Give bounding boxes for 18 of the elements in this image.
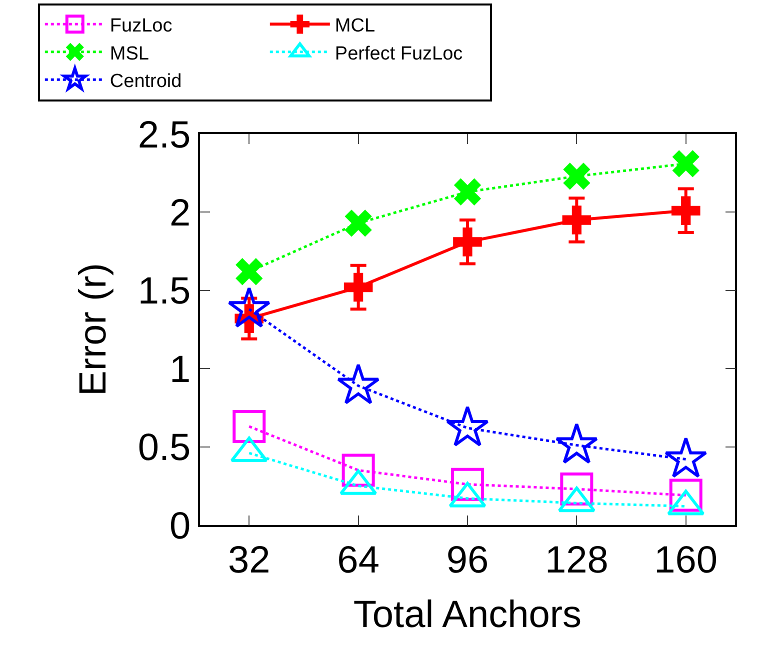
y-tick-label: 0 xyxy=(170,505,191,548)
legend-label: Perfect FuzLoc xyxy=(334,43,463,64)
legend-label: MCL xyxy=(334,16,376,37)
y-tick-label: 1 xyxy=(170,348,191,391)
y-tick-label: 2.5 xyxy=(138,114,191,156)
legend-label: Centroid xyxy=(110,70,182,92)
x-tick-label: 64 xyxy=(337,539,380,582)
x-axis-title: Total Anchors xyxy=(353,594,582,636)
y-tick-label: 1.5 xyxy=(138,270,191,313)
y-tick-label: 0.5 xyxy=(138,427,191,470)
y-axis-title: Error (r) xyxy=(72,263,115,396)
legend-label: FuzLoc xyxy=(110,16,172,37)
y-tick-label: 2 xyxy=(170,192,191,234)
x-tick-label: 96 xyxy=(446,539,489,582)
legend-label: MSL xyxy=(110,43,149,64)
x-tick-label: 32 xyxy=(228,539,270,582)
x-tick-label: 160 xyxy=(654,539,718,582)
x-tick-label: 128 xyxy=(544,539,608,582)
